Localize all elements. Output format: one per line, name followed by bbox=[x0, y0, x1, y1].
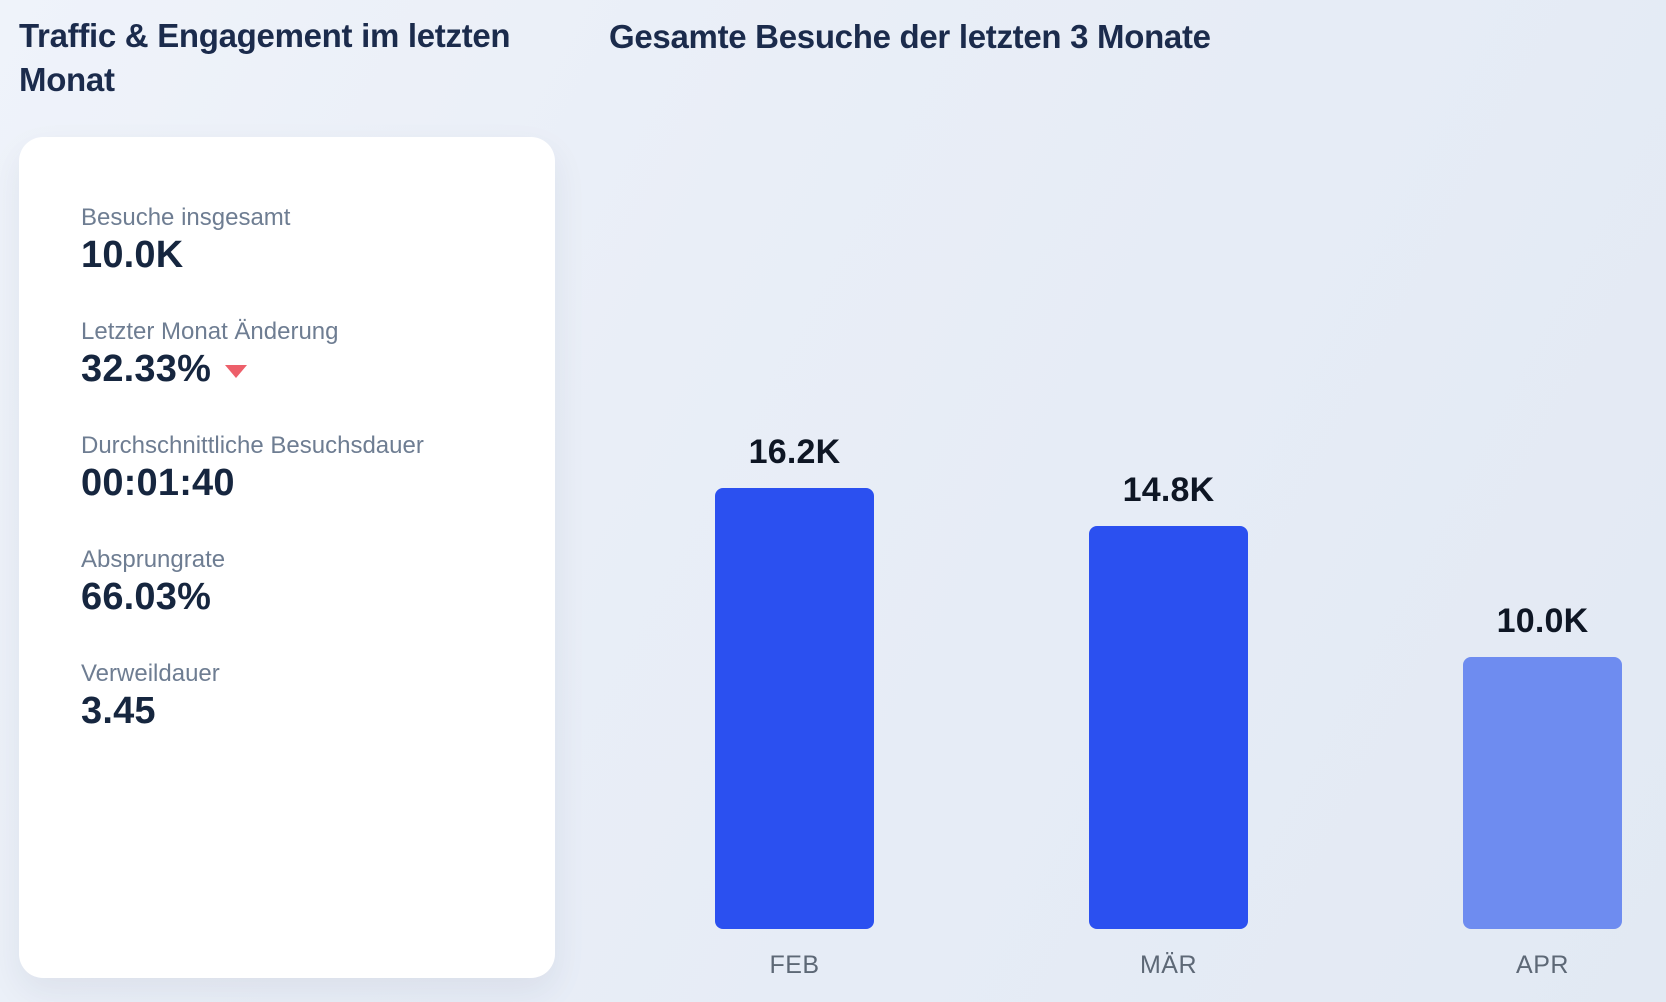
bar-apr bbox=[1463, 657, 1622, 929]
bar-group-apr: 10.0K APR bbox=[1463, 602, 1622, 979]
stat-label: Letzter Monat Änderung bbox=[81, 318, 339, 345]
stat-label: Verweildauer bbox=[81, 660, 220, 687]
stat-value: 10.0K bbox=[81, 234, 184, 276]
stat-label: Durchschnittliche Besuchsdauer bbox=[81, 432, 424, 459]
stat-value: 32.33% bbox=[81, 348, 212, 390]
bar-value-label: 10.0K bbox=[1496, 602, 1589, 640]
x-axis-label-feb: FEB bbox=[769, 951, 820, 979]
x-axis-label-apr: APR bbox=[1516, 951, 1569, 979]
stat-value: 00:01:40 bbox=[81, 462, 235, 504]
x-axis-label-mar: MÄR bbox=[1139, 951, 1198, 979]
stat-bounce-rate: Absprungrate 66.03% bbox=[81, 545, 515, 619]
stat-label: Besuche insgesamt bbox=[81, 204, 291, 231]
stat-dwell-time: Verweildauer 3.45 bbox=[81, 659, 515, 733]
bar-group-mar: 14.8K MÄR bbox=[1089, 471, 1248, 979]
stat-last-month-change: Letzter Monat Änderung 32.33% bbox=[81, 317, 515, 391]
bar-mar bbox=[1089, 526, 1248, 929]
stat-value: 3.45 bbox=[81, 690, 156, 732]
stat-avg-visit-duration: Durchschnittliche Besuchsdauer 00:01:40 bbox=[81, 431, 515, 505]
chart-title: Gesamte Besuche der letzten 3 Monate bbox=[609, 18, 1211, 55]
bar-value-label: 16.2K bbox=[748, 433, 841, 471]
bar-feb bbox=[715, 488, 874, 929]
bar-group-feb: 16.2K FEB bbox=[715, 433, 874, 979]
stat-value: 66.03% bbox=[81, 576, 212, 618]
bar-chart: 16.2K FEB 14.8K MÄR 10.0K APR bbox=[715, 0, 1622, 979]
stat-label: Absprungrate bbox=[81, 546, 226, 573]
bar-value-label: 14.8K bbox=[1122, 471, 1215, 509]
page-title: Traffic & Engagement im letzten Monat bbox=[19, 17, 511, 98]
trend-down-icon bbox=[225, 364, 248, 378]
stat-total-visits: Besuche insgesamt 10.0K bbox=[81, 203, 515, 277]
stats-card: Besuche insgesamt 10.0K Letzter Monat Än… bbox=[19, 137, 555, 978]
